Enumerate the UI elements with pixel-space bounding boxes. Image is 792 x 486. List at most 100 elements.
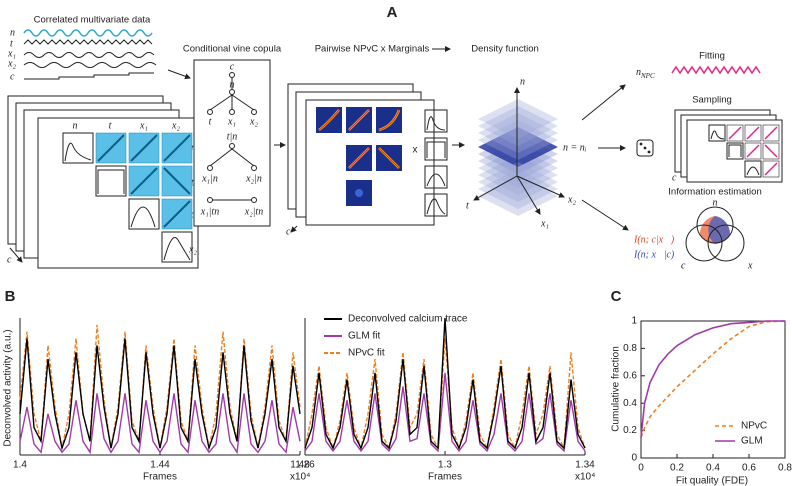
axis-label: t <box>466 200 469 211</box>
panel-label: A <box>387 4 398 21</box>
y-tick-label: 0.6 <box>623 370 637 381</box>
signal-x2 <box>23 62 157 68</box>
legend-label: Deconvolved calcium trace <box>348 314 468 325</box>
signal-n <box>23 29 153 37</box>
stack-label: c <box>7 254 12 265</box>
legend-label: GLM fit <box>348 331 380 342</box>
venn-label: x⃗ <box>747 260 760 271</box>
x-tick-label: 0.4 <box>706 463 720 474</box>
times-sign: x <box>413 145 418 156</box>
trace <box>19 393 301 455</box>
arrow <box>167 69 191 80</box>
variable-label: x₂ <box>7 58 16 69</box>
venn <box>685 206 745 262</box>
vine-node: x₂|n <box>245 173 262 184</box>
variable-label: x₁ <box>7 48 16 59</box>
axis-label: x₁ <box>540 218 549 229</box>
x-tick-label: 0.8 <box>778 463 792 474</box>
y-tick-label: 0.8 <box>623 343 637 354</box>
y-axis-label: Cumulative fraction <box>611 346 622 432</box>
stack-label: c <box>286 226 291 237</box>
marginal-curves <box>424 109 448 217</box>
legend-label: NPvC <box>741 421 767 432</box>
x-axis-label: Frames <box>428 472 462 483</box>
vine-title: Conditional vine copula <box>183 44 282 55</box>
trace <box>19 338 301 451</box>
vine-edges <box>207 72 257 203</box>
y-tick-label: 1 <box>631 316 637 327</box>
signal-x1 <box>23 52 155 58</box>
y-tick-label: 0.2 <box>623 425 637 436</box>
fitted-signal <box>671 65 761 75</box>
x-tick-label: 0.2 <box>670 463 684 474</box>
density-title: Density function <box>471 44 539 55</box>
matrix-label: x₂ <box>188 244 197 255</box>
pairwise-title: Pairwise NPvC x Marginals <box>315 44 430 55</box>
x-tick-label: 1.48 <box>290 460 310 471</box>
heatmaps <box>316 107 402 206</box>
matrix-label: x₁ <box>139 120 148 131</box>
density-stack <box>478 99 558 216</box>
x-tick-label: 1.44 <box>150 460 170 471</box>
trace <box>19 324 301 449</box>
y-tick-label: 0.4 <box>623 398 637 409</box>
arrow <box>581 84 626 121</box>
sampling-title: Sampling <box>692 95 732 106</box>
sampled-marginals <box>708 124 762 178</box>
matrix-label: x₁ <box>188 209 197 220</box>
x-tick-label: 1.26 <box>295 460 315 471</box>
vine-node: t <box>209 116 212 127</box>
x-tick-label: 0 <box>638 463 644 474</box>
vine-node: t|n <box>227 131 238 142</box>
variable-label: t <box>10 38 13 49</box>
scatter-diagonals <box>97 134 191 228</box>
dice <box>636 139 654 157</box>
axis-label: n <box>520 76 525 87</box>
panel-b: B Deconvolved activity (a.u.) 1.4 1.44 1.4… <box>3 288 596 483</box>
density-axes <box>473 87 565 215</box>
x-multiplier: x10⁴ <box>575 472 595 483</box>
vine-node: x₂ <box>249 116 258 127</box>
panel-a: A Correlated multivariate data n t x₁ x₂… <box>7 4 783 271</box>
fit-subscript: NPC <box>640 72 655 80</box>
signal-c <box>24 72 154 80</box>
vine-node: x₁|tn <box>200 206 219 217</box>
signal-t <box>23 39 153 45</box>
info-title: Information estimation <box>668 187 761 198</box>
vine-node: x₁ <box>227 116 236 127</box>
card <box>686 119 783 183</box>
matrix-label: n <box>73 120 78 131</box>
y-axis-label: Deconvolved activity (a.u.) <box>3 329 14 446</box>
legend-label: NPvC fit <box>348 348 385 359</box>
data-title: Correlated multivariate data <box>34 15 151 26</box>
sampled-cells <box>726 124 780 178</box>
variable-label: n <box>10 27 15 38</box>
stack-arrow <box>290 225 298 233</box>
cdf-line <box>640 320 785 438</box>
fit-symbol-n: n <box>636 67 641 78</box>
x-tick-label: 1.3 <box>438 460 452 471</box>
matrix-label: t <box>191 177 194 188</box>
venn-label: c <box>681 260 686 271</box>
matrix-label: x₂ <box>171 120 180 131</box>
venn-label: n <box>713 197 718 208</box>
vine-node: x₂|tn <box>244 206 263 217</box>
x-tick-label: 0.6 <box>742 463 756 474</box>
stack-arrow <box>9 247 23 263</box>
matrix-label: t <box>109 120 112 131</box>
axis-label: x₂ <box>567 194 576 205</box>
info-term: I(n; x⃗|c) <box>633 249 675 260</box>
panel-label: B <box>5 288 16 305</box>
fitting-title: Fitting <box>699 51 725 62</box>
slice-label: n = nᵢ <box>563 142 587 153</box>
x-tick-label: 1.4 <box>13 460 27 471</box>
x-tick-label: 1.34 <box>575 460 595 471</box>
x-axis-label: Fit quality (FDE) <box>676 476 748 486</box>
legend-label: GLM <box>741 436 763 447</box>
panel-c: C Cumulative fraction Fit quality (FDE) … <box>611 288 792 486</box>
vine-node: c <box>230 61 235 72</box>
trace <box>304 338 586 451</box>
vine-node: n <box>230 79 235 90</box>
vine-node: x₁|n <box>201 173 218 184</box>
